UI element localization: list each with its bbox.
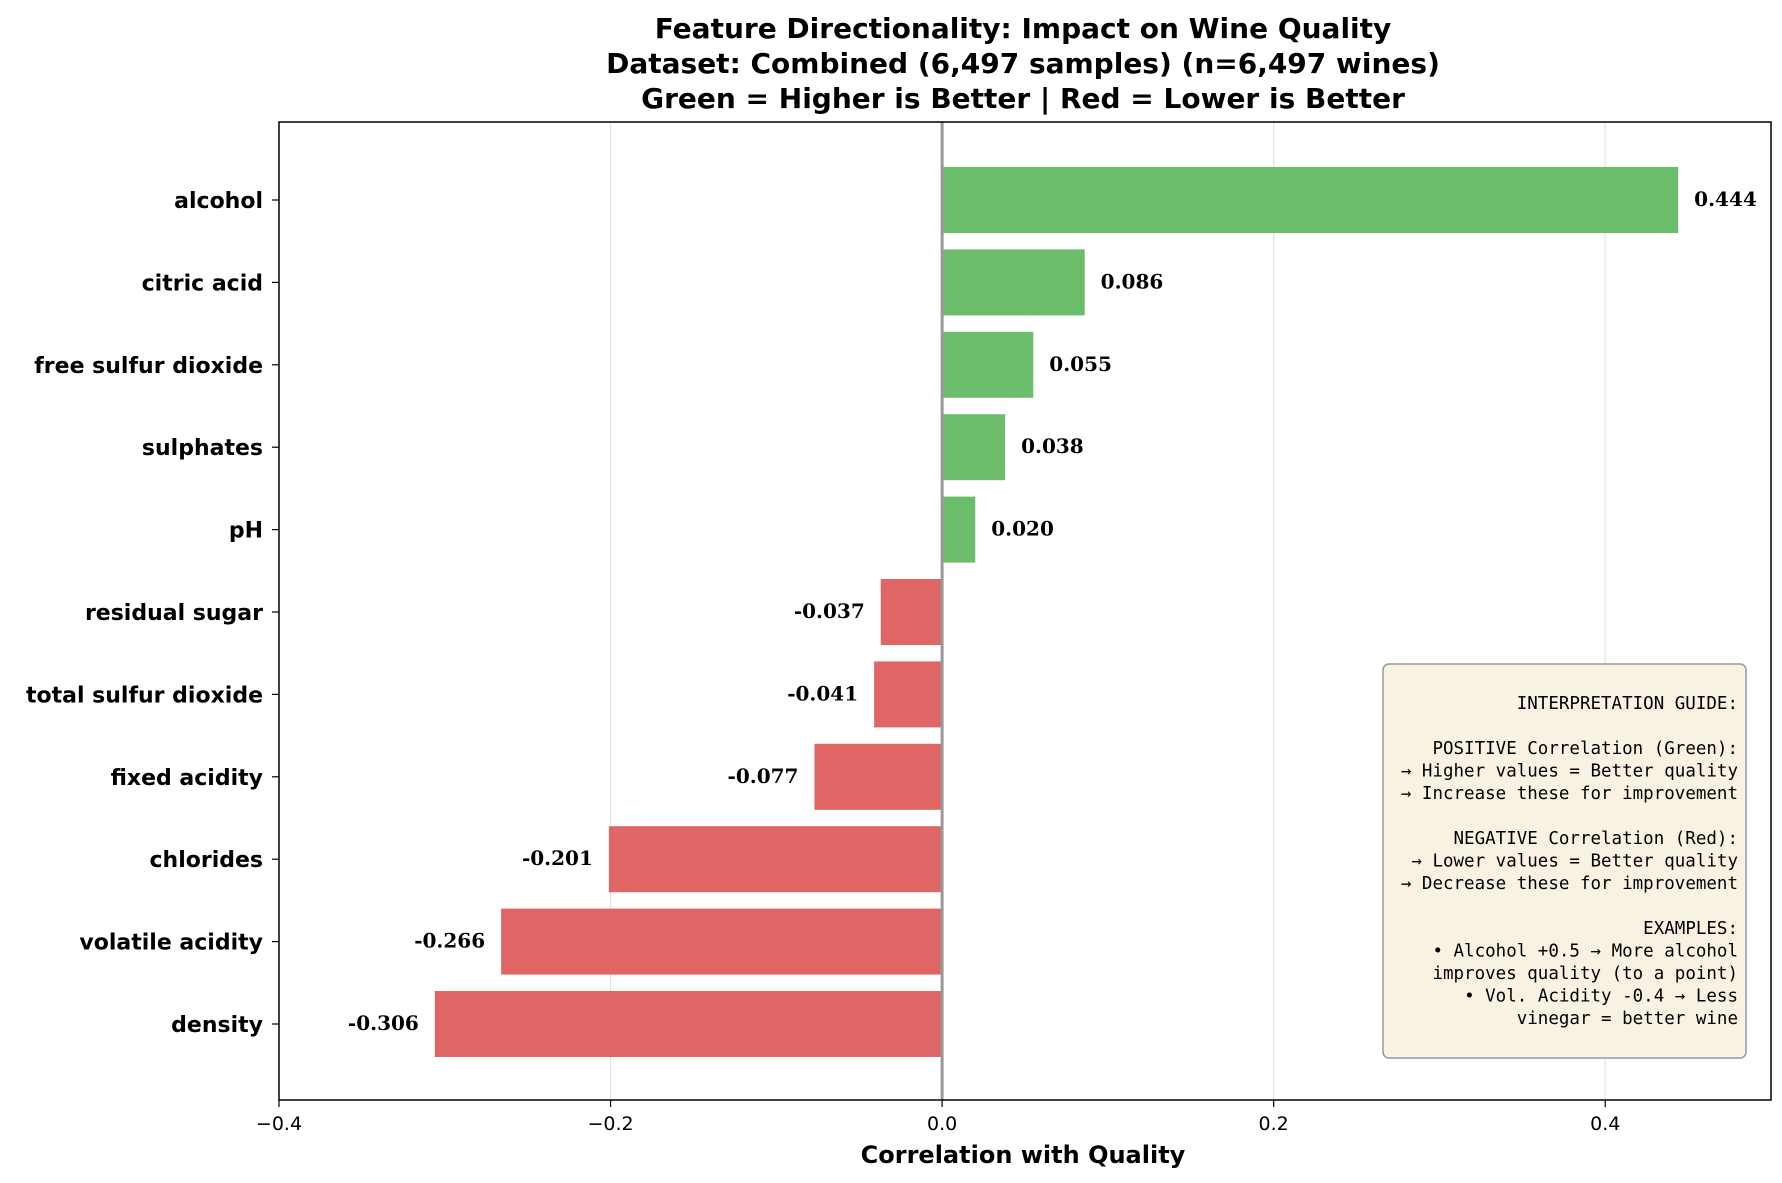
chart-title: Feature Directionality: Impact on Wine Q… xyxy=(655,12,1392,45)
note-line: vinegar = better wine xyxy=(1517,1009,1738,1029)
x-tick-label: −0.4 xyxy=(256,1113,302,1135)
bar xyxy=(814,743,943,810)
value-label: -0.266 xyxy=(414,929,485,953)
x-tick-label: −0.2 xyxy=(587,1113,633,1135)
chart-subtitle: Dataset: Combined (6,497 samples) (n=6,4… xyxy=(606,47,1440,80)
category-label: density xyxy=(171,1013,263,1038)
note-line: INTERPRETATION GUIDE: xyxy=(1517,694,1738,714)
category-label: pH xyxy=(229,519,263,544)
bars xyxy=(434,167,1679,1057)
category-labels: alcohol citric acid free sulfur dioxide sul… xyxy=(26,189,279,1038)
note-line: NEGATIVE Correlation (Red): xyxy=(1454,829,1738,849)
value-label: 0.086 xyxy=(1101,269,1164,293)
category-label: fixed acidity xyxy=(111,766,263,791)
bar xyxy=(942,249,1085,316)
note-line: • Vol. Acidity -0.4 → Less xyxy=(1464,987,1738,1007)
note-line: POSITIVE Correlation (Green): xyxy=(1432,739,1738,759)
value-label: -0.077 xyxy=(728,764,799,788)
note-line: improves quality (to a point) xyxy=(1432,964,1738,984)
note-line: → Lower values = Better quality xyxy=(1411,852,1738,872)
category-label: chlorides xyxy=(149,848,263,873)
value-labels: 0.444 0.086 0.055 0.038 0.020 -0.037 -0.041 -0.… xyxy=(348,187,1757,1035)
value-label: 0.020 xyxy=(991,517,1054,541)
bar xyxy=(501,908,943,975)
value-label: -0.041 xyxy=(787,681,858,705)
value-label: 0.055 xyxy=(1049,352,1112,376)
value-label: -0.201 xyxy=(522,846,593,870)
bar xyxy=(608,826,943,893)
note-line: • Alcohol +0.5 → More alcohol xyxy=(1432,942,1738,962)
bar xyxy=(942,331,1034,398)
note-line: → Higher values = Better quality xyxy=(1401,762,1738,782)
note-box xyxy=(1382,663,1747,1059)
plot-frame xyxy=(278,121,1772,1101)
bar xyxy=(942,167,1679,233)
bar xyxy=(880,579,943,645)
value-label: 0.038 xyxy=(1021,434,1084,458)
note-line: EXAMPLES: xyxy=(1643,919,1738,939)
value-label: -0.306 xyxy=(348,1011,419,1035)
category-label: free sulfur dioxide xyxy=(34,354,263,379)
category-label: volatile acidity xyxy=(79,931,263,956)
category-label: alcohol xyxy=(174,189,263,214)
note-line: → Decrease these for improvement xyxy=(1401,874,1738,894)
interpretation-guide: INTERPRETATION GUIDE: POSITIVE Correlatio… xyxy=(1382,663,1747,1059)
note-line: → Increase these for improvement xyxy=(1401,784,1738,804)
value-label: -0.037 xyxy=(794,599,865,623)
x-axis-title: Correlation with Quality xyxy=(861,1141,1186,1169)
bar xyxy=(874,661,943,728)
x-tick-label: 0.4 xyxy=(1590,1113,1620,1135)
x-tick-label: 0.0 xyxy=(927,1113,957,1135)
x-axis-ticks: −0.4 −0.2 0.0 0.2 0.4 xyxy=(256,1100,1620,1135)
chart-subtitle-legend: Green = Higher is Better | Red = Lower i… xyxy=(641,82,1405,115)
bar xyxy=(434,991,943,1057)
bar xyxy=(942,496,976,563)
x-tick-label: 0.2 xyxy=(1259,1113,1289,1135)
category-label: total sulfur dioxide xyxy=(26,683,263,708)
value-label: 0.444 xyxy=(1694,187,1757,211)
category-label: residual sugar xyxy=(85,601,263,626)
bar xyxy=(942,414,1006,481)
category-label: citric acid xyxy=(142,271,263,296)
category-label: sulphates xyxy=(142,436,263,461)
